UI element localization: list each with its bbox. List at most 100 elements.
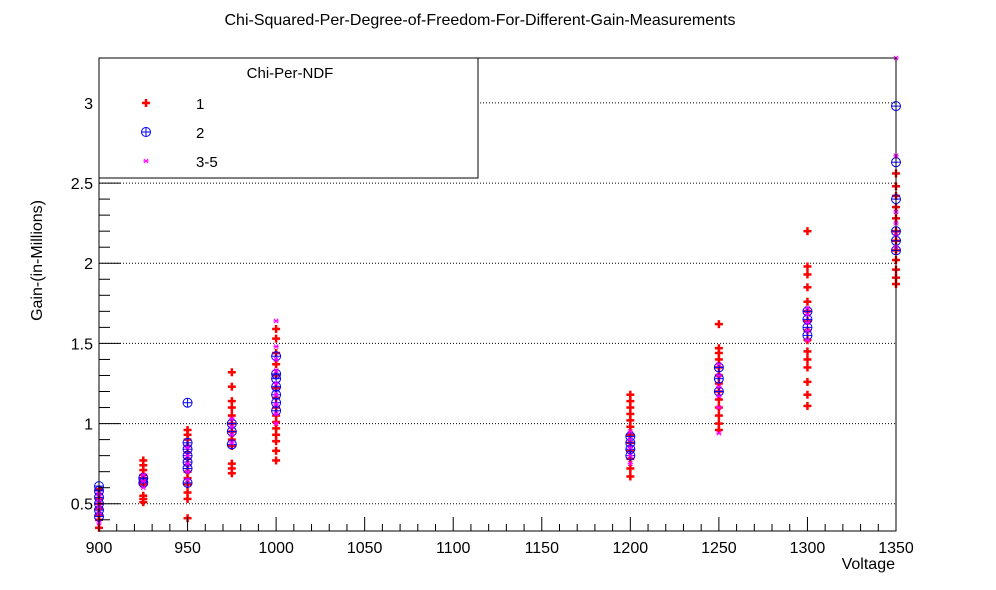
point-series-1 <box>227 382 236 391</box>
point-series-3-5 <box>273 368 279 374</box>
point-series-1 <box>714 320 723 329</box>
point-series-3-5 <box>140 478 146 484</box>
point-series-3-5 <box>273 401 279 407</box>
legend-box <box>98 57 479 179</box>
x-tick-label: 1000 <box>258 540 294 557</box>
point-series-3-5 <box>184 461 191 467</box>
point-series-3-5 <box>716 393 722 399</box>
point-series-1 <box>714 411 723 420</box>
point-series-1 <box>803 227 812 236</box>
legend: Chi-Per-NDF 1 2 3-5 <box>98 57 479 179</box>
point-series-3-5 <box>804 305 811 311</box>
y-tick-label: 1.5 <box>71 336 93 353</box>
point-series-3-5 <box>627 453 634 459</box>
x-tick-label: 1100 <box>436 540 471 557</box>
point-series-3-5 <box>804 311 811 318</box>
point-series-3-5 <box>273 344 279 350</box>
point-series-3-5 <box>184 445 191 451</box>
point-series-3-5 <box>273 356 279 362</box>
plot-frame <box>98 57 897 532</box>
point-series-3-5 <box>140 485 146 491</box>
point-series-3-5 <box>184 469 191 475</box>
point-series-3-5 <box>229 424 235 430</box>
y-tick-label: 1 <box>84 417 93 434</box>
point-series-2 <box>182 437 193 448</box>
point-series-1 <box>227 368 236 377</box>
point-series-1 <box>803 297 812 306</box>
point-series-2 <box>182 397 193 408</box>
point-series-1 <box>803 377 812 386</box>
point-series-1 <box>803 270 812 279</box>
x-tick-label: 1050 <box>347 540 383 557</box>
point-series-1 <box>272 456 281 465</box>
point-series-2 <box>226 439 237 450</box>
point-series-3-5 <box>273 380 279 387</box>
point-series-1 <box>803 390 812 399</box>
x-tick-label: 1150 <box>525 540 560 557</box>
point-series-3-5 <box>627 429 634 435</box>
point-series-3-5 <box>627 461 634 467</box>
x-tick-label: 1350 <box>878 540 914 557</box>
point-series-3-5 <box>273 411 279 417</box>
point-series-3-5 <box>627 437 634 443</box>
y-tick-label: 2.5 <box>71 176 93 193</box>
data-points <box>94 55 901 532</box>
point-series-3-5 <box>229 432 235 438</box>
point-series-3-5 <box>229 416 235 422</box>
legend-label-2: 2 <box>196 125 204 142</box>
point-series-1 <box>803 355 812 364</box>
point-series-1 <box>227 397 236 406</box>
point-series-1 <box>139 456 148 465</box>
legend-marker-2 <box>141 127 151 137</box>
point-series-1 <box>803 283 812 292</box>
legend-label-1: 1 <box>196 96 204 113</box>
point-series-1 <box>714 344 723 353</box>
point-series-1 <box>803 363 812 372</box>
legend-marker-1 <box>142 99 150 107</box>
point-series-2 <box>713 386 724 397</box>
y-tick-label: 3 <box>84 96 93 113</box>
x-tick-label: 900 <box>86 540 113 557</box>
point-series-3-5 <box>716 372 722 379</box>
point-series-1 <box>803 262 812 271</box>
y-tick-label: 0.5 <box>71 497 93 514</box>
point-series-1 <box>626 472 635 481</box>
point-series-1 <box>272 324 281 333</box>
point-series-1 <box>803 401 812 410</box>
point-series-3-5 <box>140 472 146 478</box>
legend-title: Chi-Per-NDF <box>247 65 334 82</box>
point-series-3-5 <box>804 337 811 343</box>
point-series-1 <box>272 360 281 369</box>
point-series-1 <box>183 488 192 497</box>
y-axis-label: Gain-(in-Millions) <box>29 200 46 321</box>
point-series-3-5 <box>184 477 191 483</box>
chart-title: Chi-Squared-Per-Degree-of-Freedom-For-Di… <box>225 12 736 29</box>
point-series-2 <box>271 351 282 362</box>
point-series-1 <box>626 390 635 399</box>
point-series-3-5 <box>229 440 235 446</box>
y-tick-label: 2 <box>84 256 93 273</box>
point-series-1 <box>183 425 192 434</box>
point-series-1 <box>803 347 812 356</box>
point-series-3-5 <box>273 318 279 324</box>
point-series-3-5 <box>716 430 722 436</box>
point-series-1 <box>714 419 723 428</box>
point-series-3-5 <box>716 384 722 390</box>
point-series-3-5 <box>627 445 634 451</box>
point-series-3-5 <box>273 392 279 398</box>
x-axis: 900 950 1000 1050 1100 1150 1200 1250 1300 1350 <box>86 517 914 557</box>
x-tick-label: 950 <box>174 540 201 557</box>
point-series-3-5 <box>804 328 811 334</box>
legend-label-3-5: 3-5 <box>196 154 218 171</box>
point-series-1 <box>272 446 281 455</box>
legend-marker-3-5 <box>143 158 149 164</box>
x-tick-label: 1250 <box>701 540 737 557</box>
point-series-3-5 <box>716 404 722 411</box>
point-series-3-5 <box>273 421 279 427</box>
y-axis: 0.5 1 1.5 2 2.5 3 <box>71 70 121 521</box>
point-series-3-5 <box>716 361 722 367</box>
x-tick-label: 1300 <box>790 540 826 557</box>
point-series-3-5 <box>804 320 811 326</box>
point-series-3-5 <box>184 453 191 459</box>
